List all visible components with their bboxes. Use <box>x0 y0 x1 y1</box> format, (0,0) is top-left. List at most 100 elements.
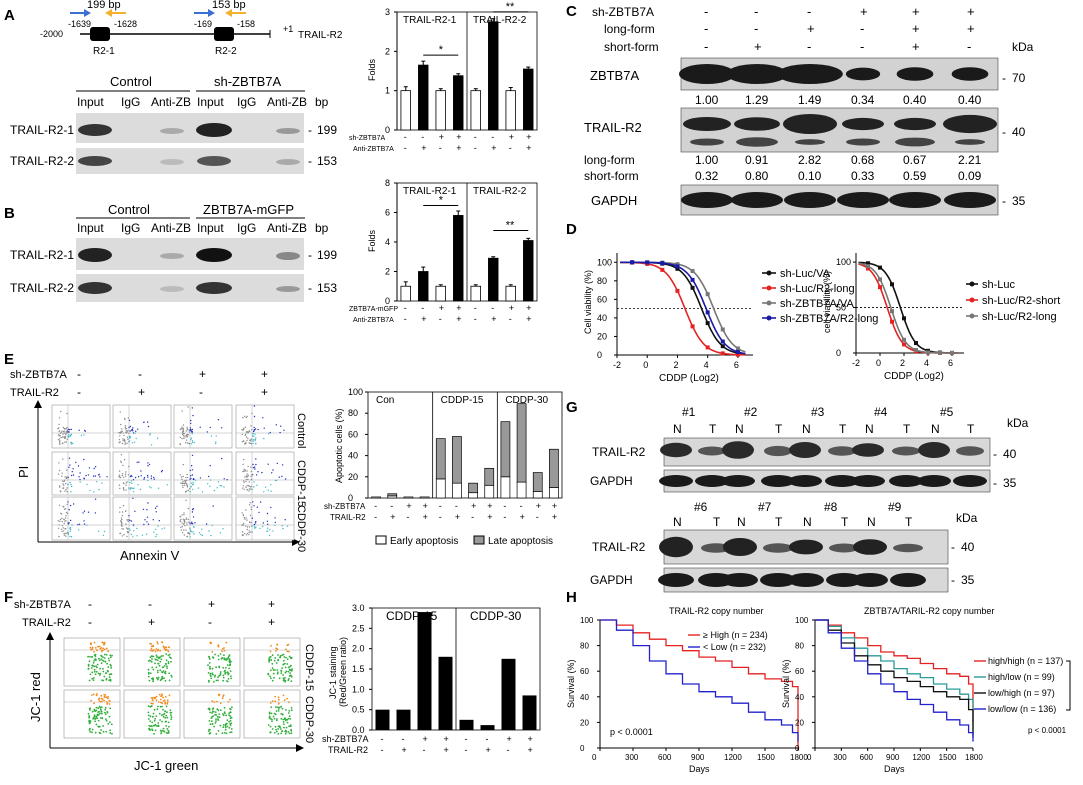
data-point <box>705 292 710 297</box>
c-cond-row1-2: - <box>807 4 811 19</box>
e-event <box>157 487 160 489</box>
e-event <box>193 441 195 444</box>
g-gapdh-band <box>788 475 822 487</box>
f-event <box>167 729 170 732</box>
e-event <box>261 525 264 528</box>
e-event <box>128 441 130 443</box>
e-event <box>121 514 124 517</box>
g-t-bottom-2: T <box>841 515 849 529</box>
data-point <box>902 337 906 342</box>
e-event <box>126 481 128 483</box>
f-event <box>106 669 109 672</box>
e-cond2-1: + <box>138 385 145 399</box>
e-event <box>67 436 70 438</box>
f-event <box>158 664 161 667</box>
f-event <box>291 669 293 672</box>
gel-b-lane-5: IgG <box>237 221 256 235</box>
f-event <box>105 718 107 720</box>
e-facs-plot <box>51 451 111 496</box>
e-event <box>61 521 63 523</box>
gel-b: Control ZBTB7A-mGFP Input IgG Anti-ZB In… <box>10 202 337 302</box>
f-event <box>161 694 163 697</box>
f-event <box>168 694 171 697</box>
f-event <box>161 693 164 695</box>
f-event <box>105 677 108 680</box>
e-event <box>254 428 257 430</box>
y-tick-label: 40 <box>597 313 607 323</box>
e-event <box>149 486 151 488</box>
f-event <box>147 675 150 678</box>
f-event <box>98 705 101 708</box>
f-event <box>96 666 98 669</box>
f-event <box>276 730 278 733</box>
e-event <box>59 443 61 445</box>
f-event <box>208 720 211 722</box>
f-event <box>284 662 286 665</box>
f-event <box>289 724 292 726</box>
f-event <box>91 646 94 649</box>
e-event <box>245 416 247 419</box>
e-event <box>226 479 228 481</box>
cond-row2-11: + <box>552 512 557 522</box>
e-event <box>245 436 248 438</box>
f-event <box>223 706 226 709</box>
svg-text:-: - <box>993 447 997 461</box>
f-event <box>107 666 110 668</box>
f-event <box>208 708 211 711</box>
f-event <box>219 674 222 676</box>
f-event <box>219 709 222 711</box>
e-event <box>242 534 244 536</box>
e-event <box>124 426 126 428</box>
f-event <box>164 716 167 719</box>
e-event <box>127 520 129 523</box>
f-event <box>107 722 110 725</box>
curve-1 <box>858 263 958 354</box>
f-event <box>106 701 108 703</box>
f-event <box>93 665 96 668</box>
f-event <box>277 708 280 710</box>
cond-row2-7: + <box>526 143 531 153</box>
bar <box>505 285 516 302</box>
bar <box>470 90 481 131</box>
e-event <box>180 482 182 484</box>
e-event <box>262 522 264 524</box>
e-event <box>126 431 129 433</box>
curve-2 <box>858 262 958 354</box>
e-event <box>253 505 255 507</box>
f-event <box>283 678 285 681</box>
f-event <box>225 659 228 661</box>
e-event <box>143 523 145 526</box>
f-event <box>149 656 152 659</box>
f-event <box>228 720 231 723</box>
e-event <box>181 532 184 534</box>
e-event <box>120 517 123 519</box>
e-event <box>186 426 188 428</box>
x-tick-label: 300 <box>625 753 639 762</box>
e-event <box>247 474 250 476</box>
g-n-top-2: N <box>802 422 811 436</box>
e-event <box>191 440 194 442</box>
e-event <box>187 476 189 479</box>
e-event <box>89 489 91 492</box>
e-event <box>191 454 194 457</box>
e-event <box>123 534 125 536</box>
f-event <box>276 719 278 722</box>
f-event <box>90 667 93 669</box>
e-event <box>120 520 122 522</box>
e-event <box>189 530 192 532</box>
f-event <box>286 721 289 724</box>
f-cond2-0: - <box>88 615 92 629</box>
bar <box>418 271 429 302</box>
f-event <box>152 649 155 652</box>
e-event <box>246 431 248 433</box>
x-tick-label: 900 <box>691 753 705 762</box>
f-event <box>280 717 283 720</box>
e-event <box>192 441 194 443</box>
f-event <box>160 677 163 680</box>
f-event <box>96 649 99 652</box>
e-event <box>147 465 149 467</box>
f-event <box>95 706 98 709</box>
f-event <box>93 670 96 673</box>
f-event <box>150 648 153 650</box>
